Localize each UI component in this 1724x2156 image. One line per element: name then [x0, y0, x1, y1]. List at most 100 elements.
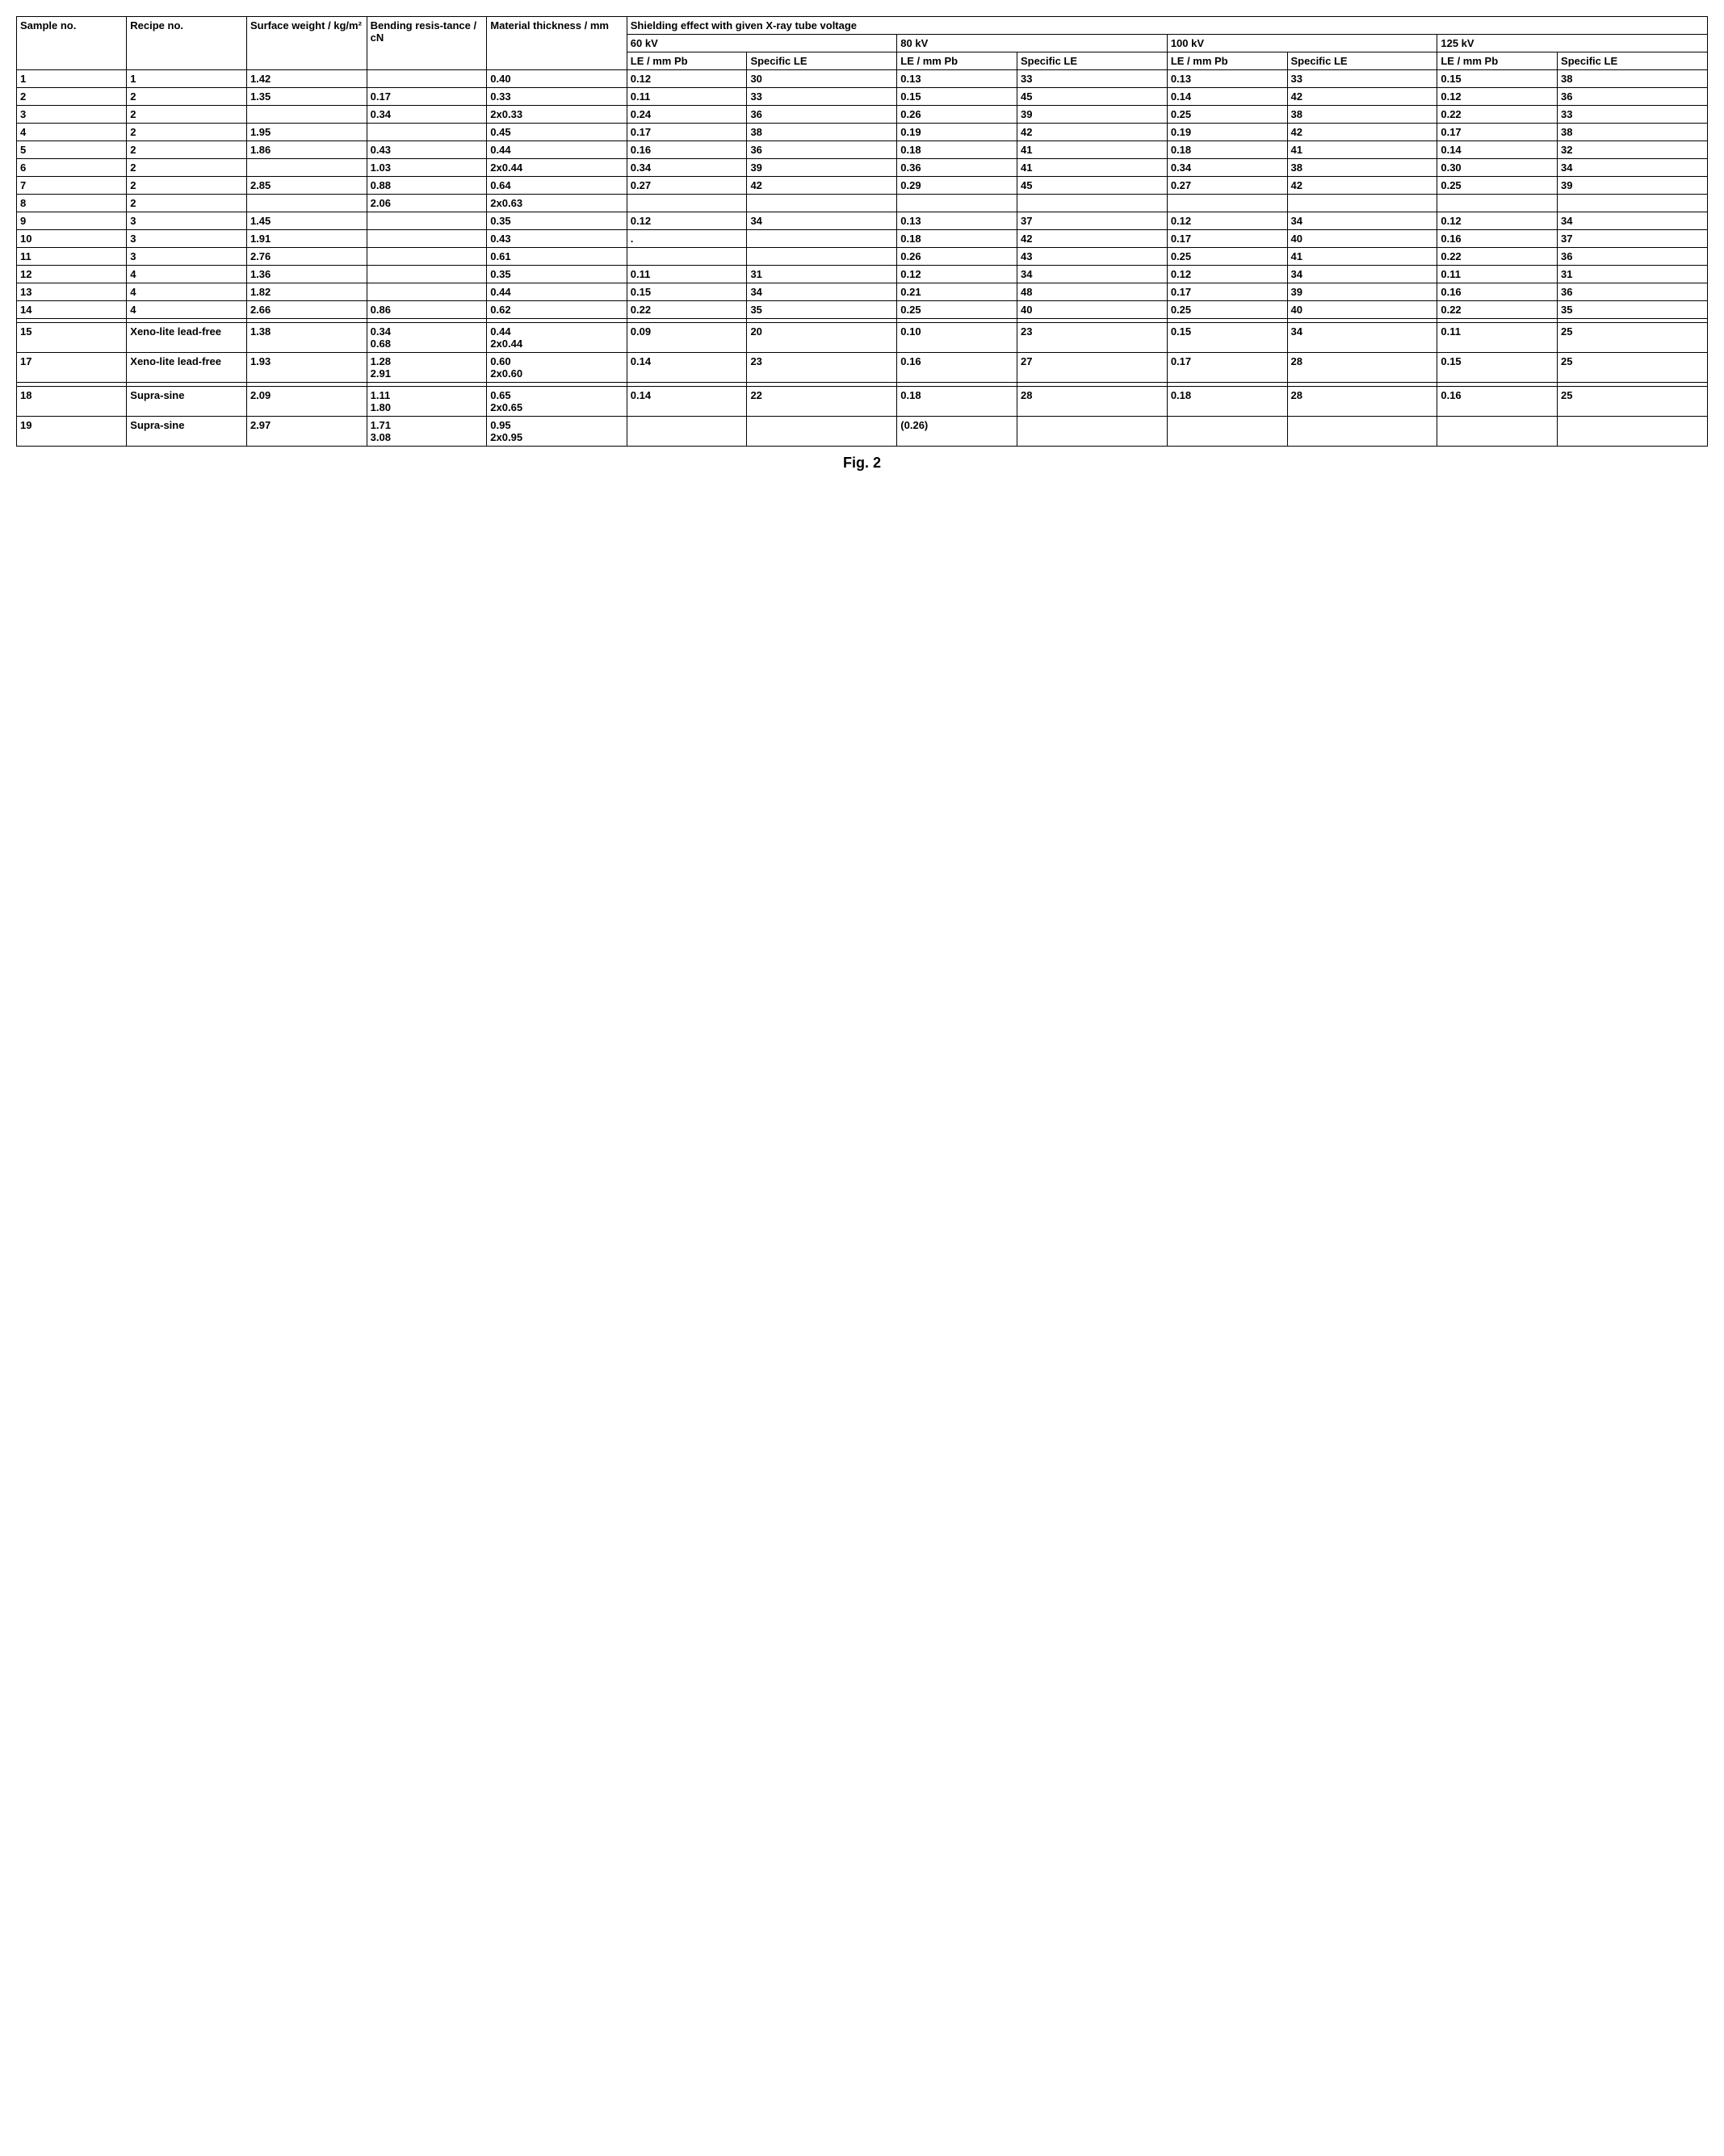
- cell-surface: 1.95: [246, 124, 367, 141]
- cell-recipe: 2: [127, 124, 247, 141]
- cell-sample: 18: [17, 387, 127, 417]
- cell-sle125: [1558, 195, 1708, 212]
- cell-sle100: [1287, 417, 1437, 447]
- cell-sle125: 36: [1558, 88, 1708, 106]
- cell-sample: 2: [17, 88, 127, 106]
- cell-le125: [1437, 417, 1558, 447]
- cell-recipe: 3: [127, 230, 247, 248]
- cell-sle125: 39: [1558, 177, 1708, 195]
- cell-le60: .: [627, 230, 747, 248]
- cell-le80: 0.36: [897, 159, 1017, 177]
- cell-sle80: 37: [1017, 212, 1167, 230]
- cell-recipe: 3: [127, 248, 247, 266]
- cell-surface: 1.42: [246, 70, 367, 88]
- cell-le125: 0.22: [1437, 248, 1558, 266]
- cell-le60: 0.11: [627, 266, 747, 283]
- cell-le60: 0.11: [627, 88, 747, 106]
- cell-le125: 0.16: [1437, 387, 1558, 417]
- table-row: 722.850.880.640.27420.29450.27420.2539: [17, 177, 1708, 195]
- cell-le80: 0.12: [897, 266, 1017, 283]
- cell-le80: 0.15: [897, 88, 1017, 106]
- table-row: 1031.910.43.0.18420.17400.1637: [17, 230, 1708, 248]
- cell-sle125: 34: [1558, 212, 1708, 230]
- cell-bending: [367, 248, 487, 266]
- cell-le60: 0.09: [627, 323, 747, 353]
- cell-le100: 0.15: [1167, 323, 1287, 353]
- cell-sle60: 35: [747, 301, 897, 319]
- cell-recipe: 2: [127, 195, 247, 212]
- cell-surface: 1.45: [246, 212, 367, 230]
- cell-sle80: 28: [1017, 387, 1167, 417]
- cell-recipe: Xeno-lite lead-free: [127, 353, 247, 383]
- cell-le125: 0.25: [1437, 177, 1558, 195]
- cell-sle125: 25: [1558, 353, 1708, 383]
- cell-sample: 6: [17, 159, 127, 177]
- cell-recipe: 2: [127, 88, 247, 106]
- cell-recipe: 1: [127, 70, 247, 88]
- cell-le125: [1437, 195, 1558, 212]
- cell-surface: [246, 106, 367, 124]
- header-le-100: LE / mm Pb: [1167, 52, 1287, 70]
- cell-le80: 0.13: [897, 212, 1017, 230]
- cell-recipe: 4: [127, 283, 247, 301]
- cell-le80: 0.21: [897, 283, 1017, 301]
- cell-le100: 0.25: [1167, 248, 1287, 266]
- cell-surface: 1.93: [246, 353, 367, 383]
- cell-le80: 0.13: [897, 70, 1017, 88]
- cell-material: 0.61: [487, 248, 627, 266]
- table-row: 15Xeno-lite lead-free1.380.340.680.442x0…: [17, 323, 1708, 353]
- cell-sle100: 40: [1287, 301, 1437, 319]
- cell-le60: 0.17: [627, 124, 747, 141]
- cell-sle80: 40: [1017, 301, 1167, 319]
- cell-material: 0.62: [487, 301, 627, 319]
- header-100kv: 100 kV: [1167, 35, 1437, 52]
- cell-bending: 1.03: [367, 159, 487, 177]
- cell-sle60: [747, 248, 897, 266]
- cell-bending: [367, 230, 487, 248]
- cell-sample: 10: [17, 230, 127, 248]
- cell-le125: 0.15: [1437, 70, 1558, 88]
- cell-le60: [627, 248, 747, 266]
- cell-bending: 1.282.91: [367, 353, 487, 383]
- cell-sample: 17: [17, 353, 127, 383]
- cell-sample: 3: [17, 106, 127, 124]
- cell-bending: 0.86: [367, 301, 487, 319]
- table-row: 421.950.450.17380.19420.19420.1738: [17, 124, 1708, 141]
- cell-sample: 19: [17, 417, 127, 447]
- header-60kv: 60 kV: [627, 35, 897, 52]
- header-bending: Bending resis-tance / cN: [367, 17, 487, 70]
- cell-sle100: 28: [1287, 353, 1437, 383]
- cell-bending: 0.43: [367, 141, 487, 159]
- cell-sle60: 23: [747, 353, 897, 383]
- cell-le80: (0.26): [897, 417, 1017, 447]
- cell-le60: [627, 195, 747, 212]
- cell-le60: 0.22: [627, 301, 747, 319]
- cell-surface: [246, 195, 367, 212]
- cell-le125: 0.17: [1437, 124, 1558, 141]
- cell-material: 0.602x0.60: [487, 353, 627, 383]
- cell-surface: 1.91: [246, 230, 367, 248]
- cell-le125: 0.22: [1437, 106, 1558, 124]
- header-125kv: 125 kV: [1437, 35, 1708, 52]
- cell-bending: 2.06: [367, 195, 487, 212]
- cell-material: 2x0.63: [487, 195, 627, 212]
- cell-recipe: Supra-sine: [127, 387, 247, 417]
- cell-le60: 0.34: [627, 159, 747, 177]
- table-row: 521.860.430.440.16360.18410.18410.1432: [17, 141, 1708, 159]
- cell-bending: 1.111.80: [367, 387, 487, 417]
- cell-le125: 0.14: [1437, 141, 1558, 159]
- cell-material: 0.43: [487, 230, 627, 248]
- cell-le100: 0.19: [1167, 124, 1287, 141]
- cell-le80: 0.18: [897, 387, 1017, 417]
- header-sle-80: Specific LE: [1017, 52, 1167, 70]
- cell-sle80: 27: [1017, 353, 1167, 383]
- cell-le80: [897, 195, 1017, 212]
- cell-sle125: 36: [1558, 248, 1708, 266]
- cell-le80: 0.19: [897, 124, 1017, 141]
- table-row: 1132.760.610.26430.25410.2236: [17, 248, 1708, 266]
- cell-sle125: 25: [1558, 387, 1708, 417]
- cell-le60: 0.16: [627, 141, 747, 159]
- cell-sle80: [1017, 195, 1167, 212]
- cell-le80: 0.18: [897, 230, 1017, 248]
- cell-bending: 1.713.08: [367, 417, 487, 447]
